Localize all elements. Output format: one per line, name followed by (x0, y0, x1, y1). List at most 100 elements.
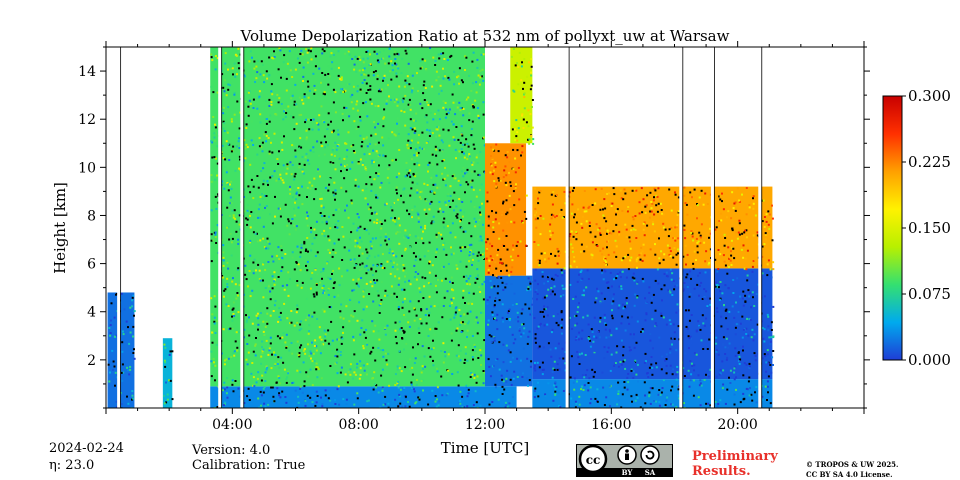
data-speckle (246, 209, 249, 212)
data-speckle (232, 301, 235, 304)
data-speckle (235, 220, 238, 223)
data-speckle (689, 293, 692, 296)
data-speckle (476, 268, 479, 271)
data-speckle (470, 200, 472, 203)
data-speckle (291, 144, 294, 147)
data-speckle (233, 113, 236, 116)
data-speckle (505, 377, 508, 380)
data-speckle (340, 170, 342, 173)
data-speckle (307, 85, 310, 88)
data-speckle (533, 390, 536, 393)
data-speckle (361, 252, 364, 255)
data-speckle (413, 390, 416, 393)
data-speckle (404, 234, 407, 237)
data-speckle (527, 384, 529, 387)
data-speckle (577, 306, 580, 309)
data-speckle (210, 85, 213, 88)
data-speckle (699, 379, 702, 382)
data-speckle (709, 303, 712, 306)
data-speckle (722, 369, 725, 372)
data-speckle (650, 201, 653, 203)
data-speckle (544, 393, 547, 396)
data-speckle (674, 193, 677, 196)
data-speckle (267, 403, 270, 406)
data-speckle (359, 236, 361, 239)
data-speckle (544, 395, 547, 398)
data-speckle (452, 173, 455, 176)
data-speckle (363, 369, 366, 372)
data-speckle (334, 141, 337, 144)
data-speckle (626, 316, 629, 319)
data-speckle (750, 393, 753, 396)
data-speckle (593, 349, 596, 352)
data-speckle (341, 226, 344, 228)
data-speckle (246, 343, 249, 345)
data-speckle (476, 162, 479, 164)
data-speckle (560, 326, 563, 329)
data-speckle (307, 118, 310, 121)
data-speckle (256, 175, 259, 177)
data-speckle (492, 221, 495, 223)
data-speckle (452, 101, 455, 104)
data-speckle (377, 90, 380, 93)
data-speckle (273, 283, 276, 286)
data-speckle (252, 384, 255, 387)
data-speckle (237, 47, 240, 50)
data-speckle (476, 321, 479, 324)
data-speckle (462, 230, 465, 233)
data-speckle (504, 401, 507, 404)
data-speckle (581, 352, 583, 355)
data-speckle (258, 137, 261, 140)
data-speckle (264, 287, 267, 289)
data-speckle (742, 349, 744, 352)
data-speckle (448, 305, 451, 307)
data-speckle (481, 75, 484, 78)
data-speckle (405, 82, 408, 84)
data-speckle (266, 118, 268, 120)
data-speckle (324, 186, 327, 189)
data-speckle (744, 300, 747, 303)
data-speckle (345, 142, 348, 145)
data-speckle (388, 384, 391, 387)
data-speckle (467, 183, 470, 186)
data-speckle (355, 103, 358, 106)
data-speckle (224, 158, 227, 161)
data-speckle (282, 118, 285, 121)
data-speckle (299, 269, 302, 271)
data-speckle (264, 325, 267, 328)
data-speckle (745, 363, 748, 366)
data-speckle (380, 223, 383, 225)
data-speckle (518, 51, 521, 54)
data-speckle (372, 128, 375, 131)
data-speckle (501, 211, 504, 213)
data-speckle (409, 175, 412, 178)
data-speckle (543, 296, 546, 299)
data-speckle (646, 372, 648, 375)
data-speckle (636, 257, 639, 259)
data-speckle (514, 64, 517, 67)
data-speckle (558, 405, 560, 407)
data-speckle (627, 253, 630, 256)
data-speckle (114, 371, 117, 374)
data-speckle (761, 255, 764, 258)
data-speckle (652, 347, 654, 350)
x-tick-label: 16:00 (591, 417, 631, 433)
data-speckle (471, 82, 474, 85)
data-speckle (304, 250, 307, 252)
data-speckle (474, 281, 477, 284)
data-speckle (582, 289, 585, 292)
data-speckle (269, 114, 272, 117)
data-speckle (275, 179, 278, 182)
data-speckle (728, 257, 731, 260)
data-speckle (331, 339, 334, 342)
data-speckle (351, 93, 354, 96)
data-speckle (660, 250, 663, 253)
data-speckle (732, 292, 735, 294)
data-speckle (353, 310, 356, 313)
data-speckle (419, 60, 422, 63)
data-speckle (671, 272, 674, 275)
data-speckle (771, 239, 774, 242)
data-speckle (671, 403, 674, 406)
data-speckle (474, 345, 476, 348)
data-speckle (672, 323, 675, 326)
